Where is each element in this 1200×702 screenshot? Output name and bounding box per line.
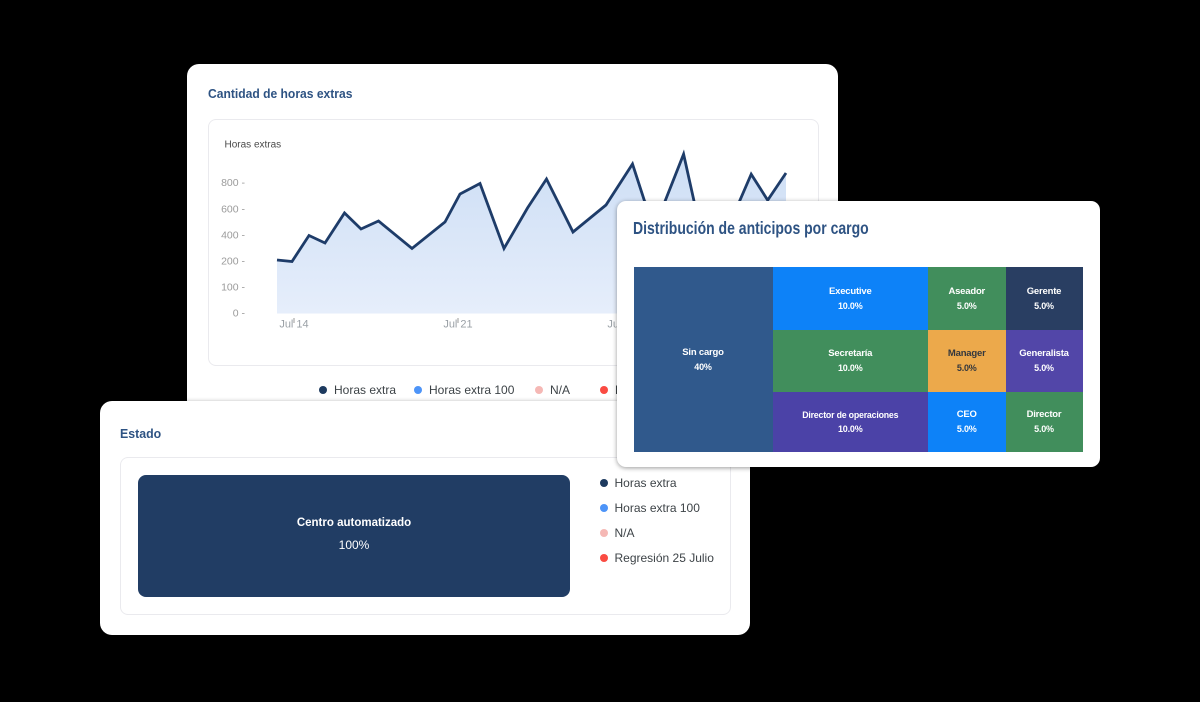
svg-text:100 -: 100 -: [221, 282, 245, 294]
svg-text:Jul 21: Jul 21: [443, 319, 472, 331]
svg-text:800 -: 800 -: [221, 177, 245, 189]
svg-text:Jul 14: Jul 14: [279, 319, 308, 331]
svg-text:600 -: 600 -: [221, 204, 245, 216]
svg-text:400 -: 400 -: [221, 230, 245, 242]
svg-text:0 -: 0 -: [233, 308, 246, 320]
svg-text:200 -: 200 -: [221, 256, 245, 268]
svg-text:Horas extras: Horas extras: [225, 140, 282, 151]
